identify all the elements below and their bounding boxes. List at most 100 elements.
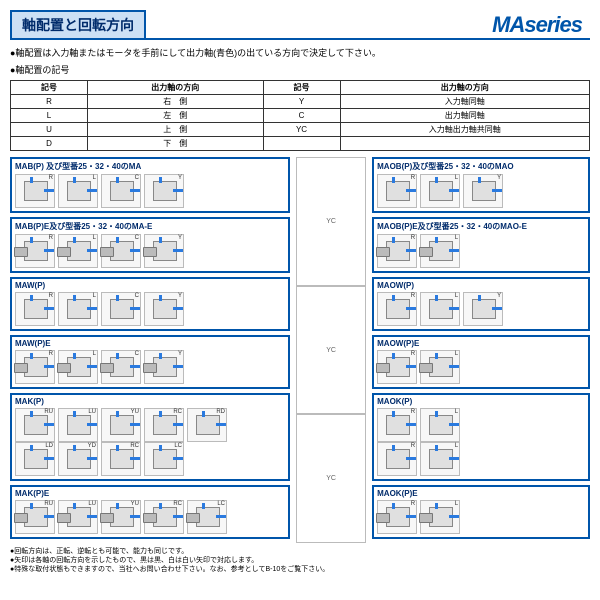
gearbox-unit: L <box>420 234 460 268</box>
unit-tag: L <box>455 409 458 415</box>
gearbox-unit: L <box>420 408 460 442</box>
section-title: MAK(P) <box>15 397 285 406</box>
unit-tag: R <box>49 293 53 299</box>
unit-tag: YD <box>88 443 96 449</box>
unit-tag: L <box>455 235 458 241</box>
gearbox-unit: YU <box>101 408 141 442</box>
unit-tag: L <box>455 351 458 357</box>
gearbox-unit: R <box>15 234 55 268</box>
unit-tag: RC <box>173 409 182 415</box>
unit-tag: Y <box>178 235 182 241</box>
unit-tag: R <box>411 409 415 415</box>
gearbox-unit: R <box>377 408 417 442</box>
unit-tag: C <box>135 175 139 181</box>
code-table-cell: 右 側 <box>87 95 263 109</box>
gearbox-unit: Y <box>144 234 184 268</box>
unit-tag: L <box>93 235 96 241</box>
brand-logo: MAseries <box>492 12 590 38</box>
gearbox-unit: RC <box>144 408 184 442</box>
middle-column: YCYCYC <box>296 157 366 543</box>
code-table-cell: YC <box>263 123 340 137</box>
gearbox-unit: RC <box>144 500 184 534</box>
model-section: MAW(P)RLCY <box>10 277 290 331</box>
gearbox-unit: L <box>58 350 98 384</box>
gearbox-unit: LD <box>15 442 55 476</box>
model-section: MAK(P)ERULUYURCLC <box>10 485 290 539</box>
unit-tag: R <box>49 175 53 181</box>
code-table-cell: U <box>11 123 88 137</box>
gearbox-unit: R <box>377 500 417 534</box>
intro-line-2: ●軸配置の記号 <box>10 63 590 76</box>
model-section: MAB(P)E及び型番25・32・40のMA-E R LC Y <box>10 217 290 273</box>
rotation-diagram: YC <box>296 286 366 415</box>
unit-tag: R <box>411 235 415 241</box>
rotation-diagram: YC <box>296 414 366 543</box>
section-title: MAOK(P) <box>377 397 585 406</box>
unit-tag: R <box>411 175 415 181</box>
model-section: MAOW(P)ERL <box>372 335 590 389</box>
unit-tag: C <box>135 293 139 299</box>
gearbox-unit: L <box>420 292 460 326</box>
gearbox-unit: R <box>377 174 417 208</box>
model-section: MAOK(P) R L R L <box>372 393 590 481</box>
model-section: MAB(P) 及び型番25・32・40のMA R L C Y <box>10 157 290 213</box>
gearbox-unit: YU <box>101 500 141 534</box>
gearbox-unit: RC <box>101 442 141 476</box>
code-table-cell: Y <box>263 95 340 109</box>
unit-tag: L <box>455 293 458 299</box>
gearbox-unit: Y <box>463 292 503 326</box>
unit-tag: Y <box>497 175 501 181</box>
section-title: MAB(P) 及び型番25・32・40のMA <box>15 161 285 172</box>
unit-tag: R <box>411 293 415 299</box>
unit-tag: R <box>411 443 415 449</box>
unit-tag: R <box>411 501 415 507</box>
gearbox-unit: LC <box>187 500 227 534</box>
model-section: MAOW(P) R L Y <box>372 277 590 331</box>
section-title: MAOB(P)E及び型番25・32・40のMAO-E <box>377 221 585 232</box>
right-column: MAOB(P)及び型番25・32・40のMAORLYMAOB(P)E及び型番25… <box>372 157 590 543</box>
gearbox-unit: LU <box>58 500 98 534</box>
footnote-1: ●回転方向は、正転、逆転とも可能で、能力も同じです。 <box>10 547 590 556</box>
intro-line-1: ●軸配置は入力軸またはモータを手前にして出力軸(青色)の出ている方向で決定して下… <box>10 46 590 59</box>
unit-tag: R <box>49 235 53 241</box>
model-section: MAK(P)RULUYURCRDLDYDRCLC <box>10 393 290 481</box>
code-table-header: 出力軸の方向 <box>87 81 263 95</box>
gearbox-unit: Y <box>144 174 184 208</box>
unit-tag: R <box>411 351 415 357</box>
gearbox-unit: L <box>58 234 98 268</box>
unit-tag: L <box>455 175 458 181</box>
unit-tag: Y <box>178 175 182 181</box>
section-title: MAB(P)E及び型番25・32・40のMA-E <box>15 221 285 232</box>
unit-tag: RC <box>173 501 182 507</box>
unit-tag: Y <box>497 293 501 299</box>
unit-tag: L <box>93 175 96 181</box>
unit-tag: RD <box>216 409 225 415</box>
gearbox-unit: L <box>58 292 98 326</box>
gearbox-unit: Y <box>144 350 184 384</box>
gearbox-unit: R <box>15 174 55 208</box>
code-table-header: 記号 <box>263 81 340 95</box>
code-table-cell: 入力軸出力軸共同軸 <box>340 123 589 137</box>
unit-tag: R <box>49 351 53 357</box>
unit-tag: LC <box>174 443 182 449</box>
unit-tag: C <box>135 351 139 357</box>
gearbox-unit: R <box>15 292 55 326</box>
unit-tag: LU <box>88 501 96 507</box>
code-table-cell <box>263 137 340 151</box>
gearbox-unit: LC <box>144 442 184 476</box>
code-table-cell: L <box>11 109 88 123</box>
unit-tag: YU <box>131 409 139 415</box>
gearbox-unit: L <box>420 500 460 534</box>
footnote-2: ●矢印は各軸の回転方向を示したもので、黒は黒、白は白い矢印で対応します。 <box>10 556 590 565</box>
gearbox-unit: C <box>101 174 141 208</box>
model-section: MAW(P)ERLCY <box>10 335 290 389</box>
rotation-diagram: YC <box>296 157 366 286</box>
gearbox-unit: Y <box>144 292 184 326</box>
gearbox-unit: C <box>101 350 141 384</box>
gearbox-unit: C <box>101 234 141 268</box>
gearbox-unit: L <box>420 174 460 208</box>
gearbox-unit: Y <box>463 174 503 208</box>
section-title: MAOW(P) <box>377 281 585 290</box>
unit-tag: L <box>455 443 458 449</box>
code-table-cell: 左 側 <box>87 109 263 123</box>
